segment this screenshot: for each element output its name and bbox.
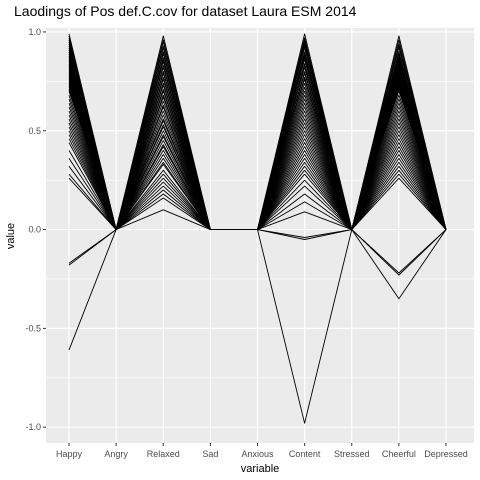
y-axis-title: value [5,223,17,249]
chart-title: Laodings of Pos def.C.cov for dataset La… [14,3,357,19]
x-axis-ticks: Happy Angry Relaxed Sad Anxious Content Stress… [56,443,468,459]
x-tick-label: Content [289,449,321,459]
x-tick-label: Relaxed [147,449,180,459]
y-tick-label: -1.0 [25,422,41,432]
grid-lines [46,28,474,443]
x-tick-label: Sad [202,449,218,459]
y-tick-label: 1.0 [28,27,41,37]
y-tick-label: 0.5 [28,126,41,136]
x-tick-label: Angry [104,449,128,459]
series-lines [68,33,447,424]
y-axis-ticks: 1.0 0.5 0.0 -0.5 -1.0 [25,27,46,432]
x-axis-title: variable [241,463,280,475]
y-tick-label: 0.0 [28,225,41,235]
x-tick-label: Cheerful [382,449,416,459]
x-tick-label: Depressed [424,449,468,459]
x-tick-label: Stressed [334,449,370,459]
y-tick-label: -0.5 [25,323,41,333]
series-line [68,197,447,424]
x-tick-label: Anxious [241,449,274,459]
x-tick-label: Happy [56,449,83,459]
